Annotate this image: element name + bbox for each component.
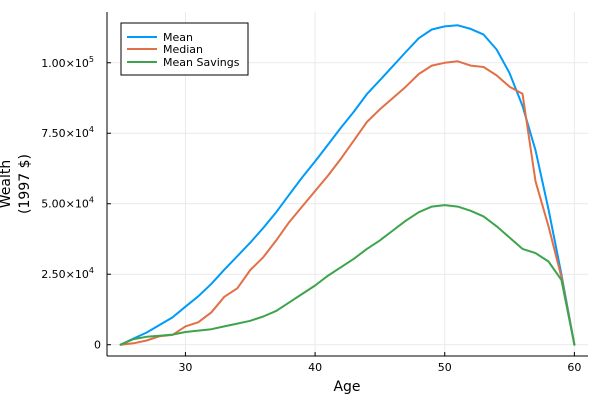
- x-tick-label: 40: [308, 361, 322, 374]
- series-line-mean-savings: [119, 204, 576, 346]
- y-tick-exponent: 4: [89, 266, 94, 275]
- x-tick-label: 30: [178, 361, 192, 374]
- axes: [106, 12, 588, 357]
- x-tick-label: 60: [567, 361, 581, 374]
- legend-label-median: Median: [163, 43, 203, 56]
- ticks: 30 40 50 6002.50×1045.00×1047.50×1041.00×10…: [41, 55, 581, 374]
- y-tick-exponent: 5: [89, 55, 94, 64]
- legend-label-mean: Mean: [163, 31, 193, 44]
- y-tick-label: 2.50×104: [41, 266, 94, 281]
- y-tick-exponent: 4: [89, 196, 94, 205]
- y-tick-mantissa: 1.00×10: [41, 57, 89, 70]
- x-axis-label: Age: [333, 379, 360, 395]
- y-tick-label: 1.00×105: [41, 55, 94, 70]
- y-axis-label: Wealth (1997 $): [0, 154, 33, 214]
- y-tick-mantissa: 7.50×10: [41, 127, 89, 140]
- y-tick-label: 5.00×104: [41, 196, 94, 211]
- y-axis-label-line-1: Wealth: [0, 160, 14, 208]
- series-line-median: [119, 60, 576, 346]
- y-axis-label-line-2: (1997 $): [17, 154, 33, 214]
- legend: Mean Median Mean Savings: [120, 22, 249, 76]
- y-tick-label: 7.50×104: [41, 125, 94, 140]
- y-tick-label: 0: [94, 339, 101, 352]
- y-tick-exponent: 4: [89, 125, 94, 134]
- legend-label-mean-savings: Mean Savings: [163, 56, 240, 69]
- y-tick-mantissa: 0: [94, 339, 101, 352]
- grid: [107, 12, 588, 356]
- series-line-mean: [119, 24, 576, 346]
- y-tick-mantissa: 2.50×10: [41, 268, 89, 281]
- series-lines: [119, 24, 576, 346]
- y-tick-mantissa: 5.00×10: [41, 198, 89, 211]
- x-tick-label: 50: [438, 361, 452, 374]
